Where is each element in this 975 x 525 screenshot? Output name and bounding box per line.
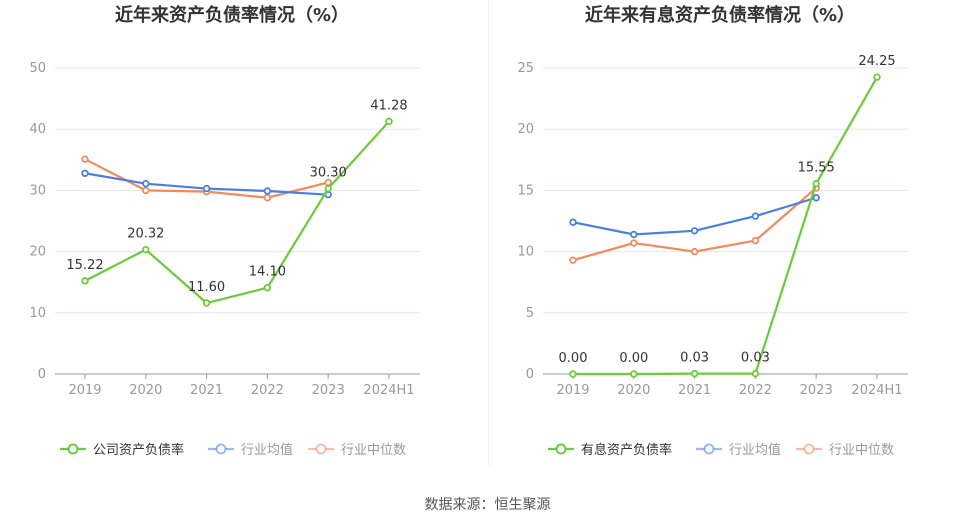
data-label: 0.00: [559, 351, 588, 366]
series-line-0: [84, 120, 390, 305]
chart-interest-debt-ratio: 近年来有息资产负债率情况（%） 0 5 10 15 20 25 2019 2020 2021 202…: [488, 0, 975, 470]
y-tick-label: 0: [38, 367, 46, 382]
legend-item-1: 行业均值: [208, 442, 293, 458]
y-tick-label: 15: [517, 183, 534, 198]
x-tick-label: 2020: [617, 383, 650, 398]
data-label: 11.60: [188, 280, 225, 295]
data-point: [263, 284, 272, 292]
legend-label: 行业均值: [241, 442, 293, 458]
chart-svg: 近年来有息资产负债率情况（%） 0 5 10 15 20 25 2019 2020 2021 202…: [517, 4, 908, 458]
x-tick-label: 2023: [312, 383, 345, 398]
data-point: [569, 256, 577, 264]
y-tick-label: 10: [517, 245, 534, 260]
data-label: 0.00: [619, 351, 648, 366]
chart-debt-ratio: 近年来资产负债率情况（%） 0 10 20 30 40 50 2019 2020 2021 2022…: [0, 0, 488, 470]
data-label: 24.25: [858, 54, 895, 69]
data-label: 30.30: [310, 166, 347, 181]
data-point: [324, 184, 332, 193]
data-point: [142, 179, 150, 188]
data-label: 0.03: [680, 351, 709, 366]
y-tick-label: 20: [517, 122, 534, 137]
chart-title: 近年来资产负债率情况（%）: [115, 4, 349, 26]
x-tick-label: 2024H1: [851, 383, 902, 398]
y-tick-label: 40: [29, 122, 46, 137]
data-label: 41.28: [370, 98, 407, 113]
data-label: 15.55: [798, 161, 835, 176]
data-point: [690, 227, 699, 235]
data-point: [690, 369, 699, 378]
data-point: [202, 184, 211, 193]
data-point: [81, 155, 89, 163]
data-point: [630, 370, 638, 378]
data-point: [630, 230, 638, 239]
legend-marker: [555, 443, 567, 455]
data-point: [81, 169, 89, 177]
panel-divider: [488, 0, 489, 465]
chart-svg: 近年来资产负债率情况（%） 0 10 20 30 40 50 2019 2020 2021 2022…: [29, 4, 420, 458]
legend-item-1: 行业均值: [696, 442, 781, 458]
legend-item-0: 公司资产负债率: [60, 442, 184, 458]
data-point: [263, 187, 272, 195]
y-tick-label: 10: [29, 306, 46, 321]
x-tick-label: 2022: [251, 383, 284, 398]
data-point: [142, 186, 150, 195]
x-tick-label: 2021: [678, 383, 711, 398]
y-tick-label: 5: [526, 306, 534, 321]
data-point: [202, 299, 211, 307]
y-tick-label: 0: [526, 367, 534, 382]
data-point: [263, 194, 272, 202]
x-tick-label: 2020: [129, 383, 162, 398]
data-point: [142, 245, 150, 254]
data-label: 15.22: [66, 258, 103, 273]
data-point: [81, 277, 89, 285]
y-tick-label: 30: [29, 183, 46, 198]
chart-title: 近年来有息资产负债率情况（%）: [585, 4, 855, 26]
legend-label: 有息资产负债率: [581, 442, 672, 458]
legend-marker: [215, 443, 227, 455]
data-point: [873, 73, 881, 81]
data-source: 数据来源：恒生聚源: [424, 497, 551, 513]
legend-marker: [703, 443, 715, 455]
data-point: [569, 218, 577, 226]
legend-label: 行业中位数: [829, 443, 894, 458]
x-tick-label: 2019: [556, 383, 589, 398]
x-tick-label: 2019: [68, 383, 101, 398]
legend-item-2: 行业中位数: [796, 443, 894, 458]
legend-marker: [803, 443, 815, 455]
data-point: [690, 247, 699, 256]
data-label: 0.03: [741, 351, 770, 366]
data-point: [812, 179, 820, 188]
y-tick-label: 20: [29, 245, 46, 260]
series-line-0: [573, 76, 878, 376]
data-point: [385, 117, 393, 126]
legend-label: 公司资产负债率: [93, 442, 184, 458]
data-point: [751, 236, 760, 245]
x-tick-label: 2023: [800, 383, 833, 398]
y-tick-label: 50: [29, 61, 46, 76]
data-point: [630, 239, 638, 247]
x-tick-label: 2021: [190, 383, 223, 398]
data-label: 14.10: [249, 265, 286, 280]
legend-label: 行业中位数: [341, 443, 406, 458]
data-point: [812, 194, 820, 202]
legend-marker: [315, 443, 327, 455]
legend-label: 行业均值: [729, 442, 781, 458]
data-point: [751, 212, 760, 220]
data-label: 20.32: [127, 227, 164, 242]
y-tick-label: 25: [517, 61, 534, 76]
data-point: [751, 369, 760, 378]
x-tick-label: 2024H1: [363, 383, 414, 398]
x-tick-label: 2022: [739, 383, 772, 398]
legend-marker: [67, 443, 79, 455]
legend-item-0: 有息资产负债率: [548, 442, 672, 458]
data-point: [569, 370, 577, 378]
legend-item-2: 行业中位数: [308, 443, 406, 458]
